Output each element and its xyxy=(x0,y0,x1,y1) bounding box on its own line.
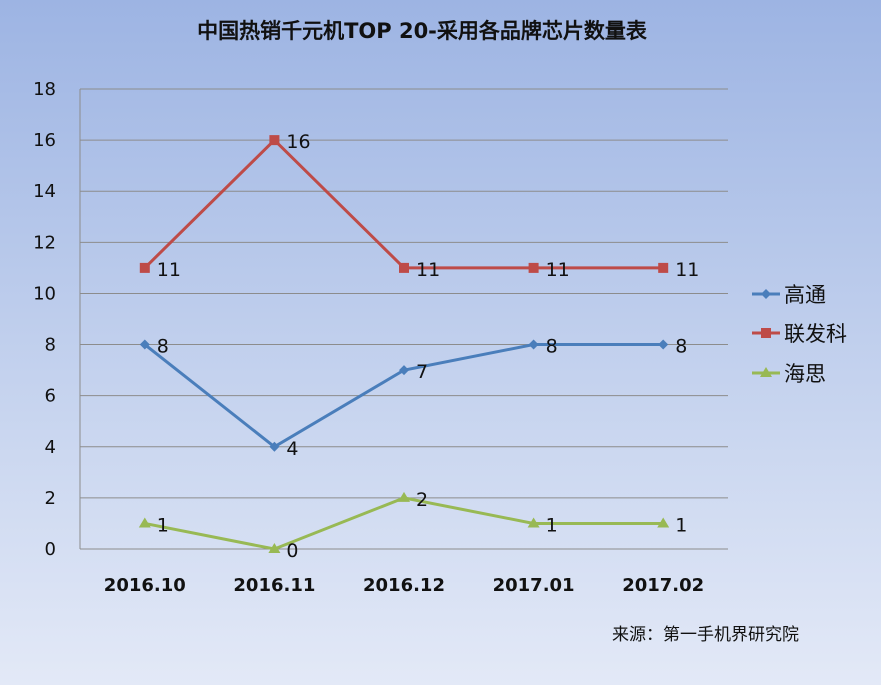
grid-lines xyxy=(80,88,728,499)
x-axis: 2016.10 2016.11 2016.12 2017.01 2017.02 xyxy=(80,548,728,596)
series-2: 11 16 11 11 11 xyxy=(139,131,699,281)
data-label: 2 xyxy=(416,489,428,511)
data-label: 1 xyxy=(675,514,687,536)
y-axis: 0 2 4 6 8 10 12 14 16 18 xyxy=(33,79,81,560)
x-tick-label: 2016.11 xyxy=(233,575,315,596)
data-point xyxy=(657,517,670,528)
data-label: 11 xyxy=(157,259,181,281)
y-tick-label: 4 xyxy=(45,437,56,458)
data-label: 8 xyxy=(675,336,687,358)
y-tick-label: 0 xyxy=(45,539,56,560)
data-point xyxy=(138,517,151,528)
series-3: 1 0 2 1 1 xyxy=(138,489,687,562)
data-point xyxy=(269,441,280,452)
data-label: 8 xyxy=(546,336,558,358)
data-point xyxy=(398,491,410,502)
data-point xyxy=(658,262,669,273)
series-1: 8 4 7 8 8 xyxy=(139,336,687,460)
data-label: 11 xyxy=(675,259,699,281)
data-point xyxy=(139,339,150,350)
data-point xyxy=(269,135,280,146)
legend-item: 高通 xyxy=(752,283,826,307)
y-tick-label: 8 xyxy=(45,335,56,356)
data-point xyxy=(268,543,281,553)
y-tick-label: 2 xyxy=(45,488,56,509)
data-label: 16 xyxy=(286,131,310,153)
legend-marker xyxy=(761,289,771,299)
legend-label: 海思 xyxy=(784,362,826,386)
data-label: 11 xyxy=(546,259,570,281)
data-point xyxy=(528,339,539,350)
data-point xyxy=(658,339,669,350)
y-tick-label: 18 xyxy=(33,79,56,100)
data-label: 1 xyxy=(157,514,169,536)
y-tick-label: 12 xyxy=(33,232,56,253)
legend-item: 联发科 xyxy=(752,322,847,346)
legend-label: 联发科 xyxy=(784,322,847,346)
y-tick-label: 16 xyxy=(33,130,56,151)
data-point xyxy=(527,517,540,528)
series-line xyxy=(143,138,664,270)
data-point xyxy=(528,262,539,273)
data-point xyxy=(139,262,150,273)
x-tick-label: 2016.12 xyxy=(363,575,445,596)
series-line xyxy=(144,496,664,551)
x-tick-label: 2017.02 xyxy=(622,575,704,596)
chart-title: 中国热销千元机TOP 20-采用各品牌芯片数量表 xyxy=(197,19,648,43)
data-point xyxy=(399,365,409,376)
legend-marker xyxy=(760,367,772,377)
data-point xyxy=(399,262,409,273)
x-tick-label: 2016.10 xyxy=(104,575,186,596)
data-label: 7 xyxy=(416,361,428,383)
data-label: 8 xyxy=(157,336,169,358)
legend-marker xyxy=(761,328,771,338)
source-note: 来源：第一手机界研究院 xyxy=(612,625,799,645)
y-tick-label: 14 xyxy=(33,181,56,202)
legend-label: 高通 xyxy=(784,283,826,307)
y-tick-label: 6 xyxy=(45,386,56,407)
data-label: 4 xyxy=(286,438,298,460)
data-label: 11 xyxy=(416,259,440,281)
x-tick-label: 2017.01 xyxy=(493,575,575,596)
data-label: 1 xyxy=(546,514,558,536)
data-label: 0 xyxy=(286,540,298,562)
y-tick-label: 10 xyxy=(33,283,56,304)
legend-item: 海思 xyxy=(752,362,826,386)
